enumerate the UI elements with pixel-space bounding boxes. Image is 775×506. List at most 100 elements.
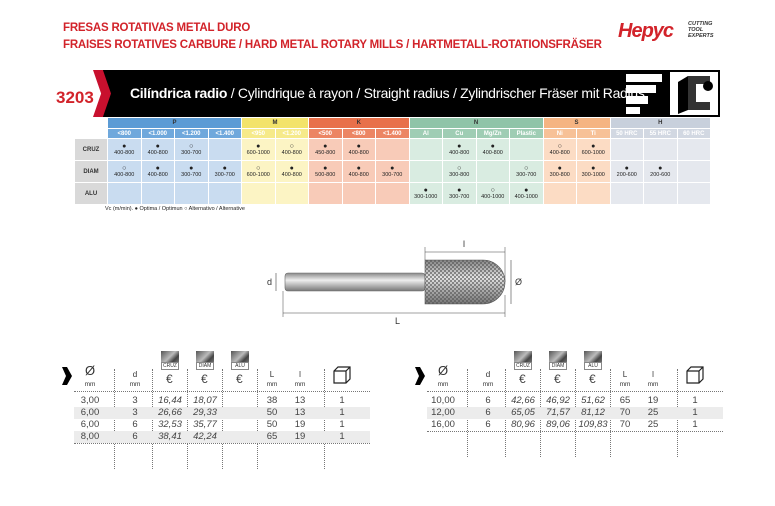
- suitability-mark: ●: [390, 165, 395, 172]
- speed-cell: [275, 183, 308, 204]
- speed-cell: ● 300-1000: [577, 161, 610, 182]
- table-row: 8,00 6 38,41 42,24 65 19 1: [74, 431, 370, 443]
- speed-cell: ● 200-600: [610, 161, 643, 182]
- euro-icon: €: [166, 372, 173, 386]
- speed-cell: [644, 183, 677, 204]
- suitability-mark: ●: [289, 165, 294, 172]
- cutting-speed: 300-800: [449, 172, 470, 178]
- speed-cell: [476, 161, 509, 182]
- unit-mm: mm: [647, 381, 659, 388]
- cell: 13: [294, 395, 306, 406]
- dim-l-label: l: [463, 239, 465, 249]
- unit-mm: mm: [84, 381, 96, 388]
- product-title-bar: [103, 70, 720, 117]
- cutting-speed: 300-700: [516, 172, 537, 178]
- cutting-speed: 300-700: [181, 150, 202, 156]
- cutter-type-label: DIAM: [75, 161, 107, 182]
- speed-cell: [342, 183, 375, 204]
- speed-cell: [409, 161, 442, 182]
- cell: 3: [132, 395, 138, 406]
- diam_cut-cut-thumbnail: DIAM: [196, 351, 214, 370]
- product-code: 3203: [56, 88, 94, 107]
- shape-steps-icon: [626, 74, 662, 114]
- speed-cell: [610, 183, 643, 204]
- cutting-speed: 400-800: [549, 150, 570, 156]
- material-subheader: <950: [242, 129, 275, 138]
- cut-type-label: DIAM: [549, 362, 567, 370]
- suitability-mark: ○: [256, 165, 261, 172]
- suitability-mark: ●: [557, 165, 562, 172]
- chevron-icon: [62, 367, 72, 385]
- speed-cell: [409, 139, 442, 160]
- suitability-mark: ●: [624, 165, 629, 172]
- dim-diameter-label: Ø: [515, 277, 522, 287]
- cell: 51,62: [581, 395, 605, 406]
- speed-cell: [208, 183, 241, 204]
- title-translations: / Cylindrique à rayon / Straight radius …: [227, 85, 645, 101]
- cutting-speed: 300-1000: [414, 194, 438, 200]
- cell: 42,66: [511, 395, 535, 406]
- suitability-mark: ●: [490, 143, 495, 150]
- unit-mm: mm: [266, 381, 278, 388]
- speed-cell: ● 300-1000: [409, 183, 442, 204]
- cell: 6,00: [80, 407, 100, 418]
- suitability-mark: ●: [256, 143, 261, 150]
- cell: 1: [339, 407, 345, 418]
- cell: 71,57: [546, 407, 570, 418]
- speed-cell: [309, 183, 342, 204]
- table-row: 12,00 6 65,05 71,57 81,12 70 25 1: [427, 407, 723, 419]
- cell: 8,00: [80, 431, 100, 442]
- cell: 6: [132, 431, 138, 442]
- speed-cell: ● 400-800: [443, 139, 476, 160]
- cutting-speed: 400-1000: [514, 194, 538, 200]
- material-subheader: 55 HRC: [644, 129, 677, 138]
- cut-type-label: DIAM: [196, 362, 214, 370]
- cell: 38,41: [158, 431, 182, 442]
- cell: 38: [266, 395, 278, 406]
- speed-cell: [141, 183, 174, 204]
- euro-icon: €: [554, 372, 561, 386]
- material-subheader: <800: [108, 129, 141, 138]
- material-subheader: 60 HRC: [677, 129, 710, 138]
- material-subheader: Al: [409, 129, 442, 138]
- material-subheader: <1.400: [208, 129, 241, 138]
- speed-cell: [610, 139, 643, 160]
- cutting-speed: 200-600: [650, 172, 671, 178]
- material-subheader: <1.200: [175, 129, 208, 138]
- cell: 89,06: [546, 419, 570, 430]
- suitability-mark: ●: [323, 165, 328, 172]
- cut-type-label: CRUZ: [514, 362, 532, 370]
- diameter-header: Ø: [437, 363, 449, 378]
- speed-cell: ● 200-600: [644, 161, 677, 182]
- suitability-mark: ●: [122, 143, 127, 150]
- cutting-speed: 400-800: [482, 150, 503, 156]
- material-subheader: <500: [309, 129, 342, 138]
- title-es: Cilíndrica radio: [130, 85, 228, 101]
- speed-cell: ○ 300-800: [443, 161, 476, 182]
- length-l-header: l: [652, 370, 654, 379]
- shank-d-header: d: [485, 370, 491, 379]
- material-group-S: S: [543, 118, 610, 128]
- cell: 13: [294, 407, 306, 418]
- suitability-mark: ●: [222, 165, 227, 172]
- length-L-header: L: [622, 370, 628, 379]
- cell: 19: [294, 419, 306, 430]
- material-group-H: H: [610, 118, 710, 128]
- speed-cell: [242, 183, 275, 204]
- speed-cell: [208, 139, 241, 160]
- cruz-cut-thumbnail: CRUZ: [514, 351, 532, 370]
- cutting-speed: 600-1000: [246, 172, 270, 178]
- suitability-mark: ●: [356, 165, 361, 172]
- speed-cell: [108, 183, 141, 204]
- speed-cell: ● 400-800: [108, 139, 141, 160]
- cell: 35,77: [193, 419, 217, 430]
- cutting-speed: 500-800: [315, 172, 336, 178]
- cell: 16,44: [158, 395, 182, 406]
- speed-cell: ● 300-700: [376, 161, 409, 182]
- catalog-title-multilang: FRAISES ROTATIVES CARBURE / HARD METAL R…: [63, 39, 602, 51]
- table-row: 3,00 3 16,44 18,07 38 13 1: [74, 395, 370, 407]
- table-row: 16,00 6 80,96 89,06 109,83 70 25 1: [427, 419, 723, 431]
- cell: 1: [692, 395, 698, 406]
- cutter-type-label: CRUZ: [75, 139, 107, 160]
- cutting-speed: 600-1000: [581, 150, 605, 156]
